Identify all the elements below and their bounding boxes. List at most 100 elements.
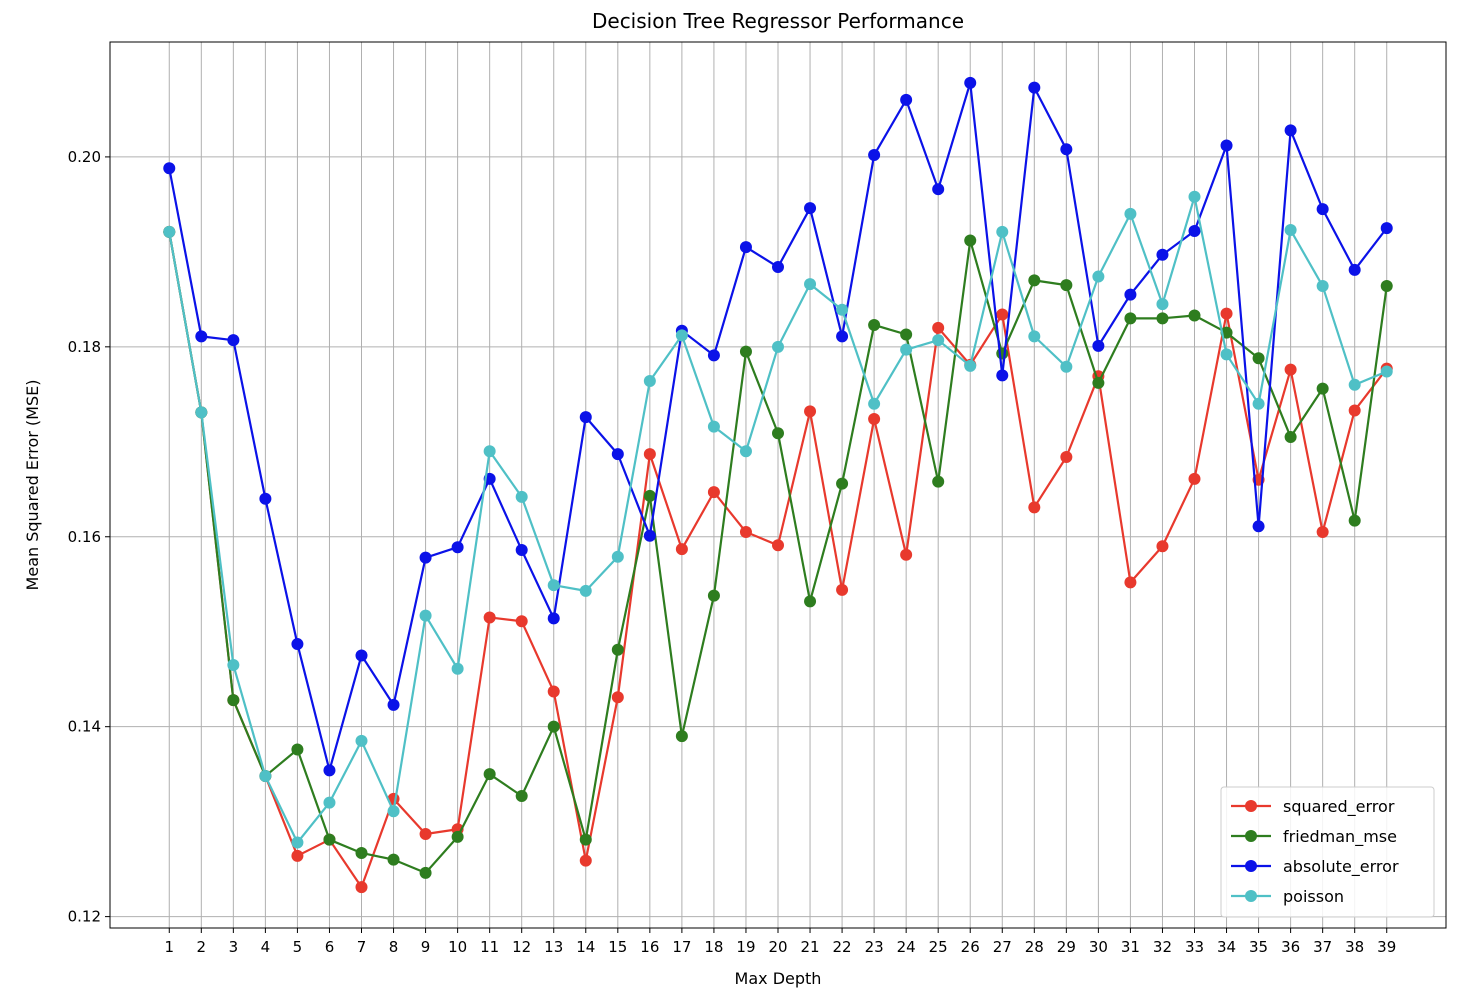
data-point	[355, 881, 368, 894]
data-point	[675, 329, 688, 342]
data-point	[1220, 307, 1233, 320]
x-axis-label: Max Depth	[735, 969, 822, 988]
data-point	[739, 345, 752, 358]
data-point	[259, 770, 272, 783]
series-poisson	[163, 190, 1393, 849]
data-point	[1284, 224, 1297, 237]
x-tick-label: 39	[1377, 938, 1396, 956]
data-point	[932, 321, 945, 334]
data-point	[291, 638, 304, 651]
data-point	[291, 743, 304, 756]
data-point	[1316, 280, 1329, 293]
x-tick-label: 8	[389, 938, 399, 956]
data-point	[1188, 224, 1201, 237]
data-point	[868, 149, 881, 162]
data-point	[547, 579, 560, 592]
data-point	[739, 526, 752, 539]
data-point	[291, 849, 304, 862]
data-point	[227, 694, 240, 707]
data-point	[1156, 312, 1169, 325]
data-point	[1316, 203, 1329, 216]
data-point	[900, 343, 913, 356]
x-tick-label: 34	[1217, 938, 1236, 956]
data-point	[964, 234, 977, 247]
y-tick-label: 0.16	[68, 528, 101, 546]
data-point	[868, 413, 881, 425]
data-point	[1348, 263, 1361, 276]
data-point	[1028, 274, 1041, 287]
data-point	[932, 475, 945, 488]
data-point	[772, 539, 784, 552]
data-point	[1156, 298, 1169, 311]
data-point	[1060, 450, 1073, 463]
x-tick-label: 31	[1121, 938, 1140, 956]
data-point	[611, 448, 624, 461]
x-tick-label: 16	[640, 938, 659, 956]
x-tick-label: 32	[1153, 938, 1172, 956]
data-point	[1060, 360, 1073, 373]
x-tick-label: 27	[993, 938, 1012, 956]
legend: squared_error friedman_mse absolute_errorp…	[1220, 786, 1435, 918]
data-point	[387, 698, 400, 711]
data-point	[868, 397, 881, 410]
data-point	[579, 833, 592, 846]
data-point	[996, 369, 1009, 382]
data-point	[227, 658, 240, 671]
data-point	[1284, 124, 1297, 137]
x-tick-label: 38	[1345, 938, 1364, 956]
data-point	[1284, 363, 1297, 376]
data-point	[707, 589, 720, 602]
x-tick-label: 6	[325, 938, 335, 956]
data-point	[355, 649, 368, 662]
data-point	[1028, 81, 1041, 94]
y-tick-label: 0.14	[68, 718, 101, 736]
legend-label: squared_error	[1283, 797, 1395, 817]
x-tick-label: 20	[768, 938, 787, 956]
chart-title: Decision Tree Regressor Performance	[592, 9, 964, 33]
data-point	[804, 405, 817, 418]
data-point	[355, 846, 368, 859]
data-point	[259, 492, 272, 505]
data-point	[611, 550, 624, 563]
data-point	[419, 551, 432, 564]
data-point	[804, 595, 817, 608]
legend-label: absolute_error	[1283, 857, 1399, 877]
data-point	[836, 303, 849, 316]
data-point	[836, 583, 849, 596]
data-point	[611, 643, 624, 656]
x-tick-label: 12	[512, 938, 531, 956]
data-point	[515, 544, 528, 557]
data-point	[579, 584, 592, 597]
data-point	[355, 734, 368, 747]
legend-label: friedman_mse	[1283, 827, 1397, 847]
x-tick-label: 1	[164, 938, 174, 956]
data-point	[611, 691, 624, 704]
data-point	[579, 411, 592, 424]
x-tick-label: 7	[357, 938, 367, 956]
legend-swatch-marker	[1245, 830, 1257, 842]
data-point	[483, 445, 496, 458]
data-point	[419, 866, 432, 879]
data-point	[1220, 348, 1233, 361]
y-tick-label: 0.18	[68, 338, 101, 356]
data-point	[1092, 270, 1105, 283]
data-point	[1156, 248, 1169, 261]
legend-label: poisson	[1283, 887, 1344, 906]
data-point	[1316, 526, 1329, 539]
data-point	[996, 225, 1009, 238]
data-point	[900, 328, 913, 341]
x-tick-label: 36	[1281, 938, 1300, 956]
y-tick-label: 0.20	[68, 148, 101, 166]
data-point	[836, 477, 849, 490]
data-point	[451, 541, 464, 554]
data-point	[1252, 520, 1265, 533]
x-tick-label: 33	[1185, 938, 1204, 956]
data-point	[1028, 330, 1041, 343]
data-point	[1028, 501, 1041, 514]
data-point	[163, 225, 176, 238]
data-point	[804, 278, 817, 291]
data-point	[836, 330, 849, 343]
data-point	[868, 318, 881, 331]
data-point	[483, 611, 496, 624]
